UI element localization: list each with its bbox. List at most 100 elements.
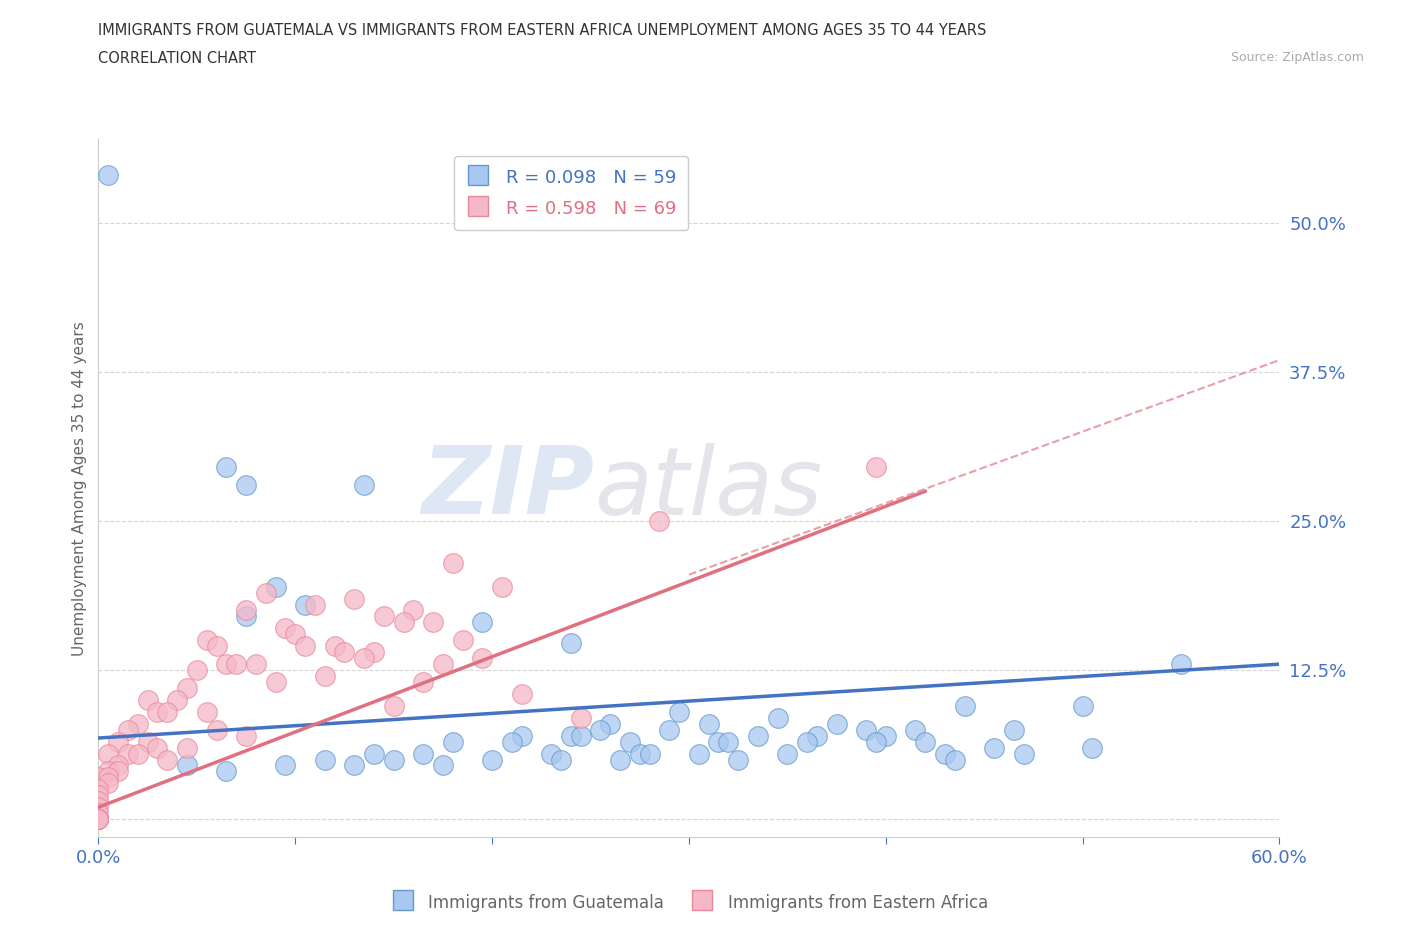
Point bbox=[747, 728, 769, 743]
Point bbox=[432, 657, 454, 671]
Point bbox=[136, 693, 159, 708]
Point bbox=[727, 752, 749, 767]
Point bbox=[323, 639, 346, 654]
Point bbox=[353, 478, 375, 493]
Point bbox=[117, 723, 139, 737]
Point bbox=[314, 669, 336, 684]
Point bbox=[569, 711, 592, 725]
Point bbox=[855, 723, 877, 737]
Point bbox=[363, 746, 385, 761]
Point bbox=[363, 644, 385, 659]
Point bbox=[491, 579, 513, 594]
Point bbox=[560, 635, 582, 650]
Legend: Immigrants from Guatemala, Immigrants from Eastern Africa: Immigrants from Guatemala, Immigrants fr… bbox=[384, 885, 994, 920]
Point bbox=[136, 734, 159, 749]
Point bbox=[412, 674, 434, 689]
Point bbox=[274, 621, 297, 636]
Point bbox=[560, 728, 582, 743]
Point bbox=[707, 734, 730, 749]
Point bbox=[87, 812, 110, 827]
Point bbox=[510, 686, 533, 701]
Point bbox=[235, 603, 257, 618]
Point bbox=[215, 764, 238, 778]
Point bbox=[156, 704, 179, 719]
Point bbox=[471, 615, 494, 630]
Point bbox=[117, 746, 139, 761]
Point bbox=[97, 167, 120, 182]
Point bbox=[215, 657, 238, 671]
Point bbox=[343, 591, 366, 606]
Point bbox=[432, 758, 454, 773]
Point bbox=[402, 603, 425, 618]
Point bbox=[97, 776, 120, 790]
Point bbox=[953, 698, 976, 713]
Point bbox=[382, 752, 405, 767]
Point bbox=[87, 782, 110, 797]
Point bbox=[215, 460, 238, 475]
Point bbox=[628, 746, 651, 761]
Point bbox=[245, 657, 267, 671]
Point bbox=[235, 728, 257, 743]
Point bbox=[471, 651, 494, 666]
Point bbox=[235, 609, 257, 624]
Point bbox=[550, 752, 572, 767]
Point bbox=[717, 734, 740, 749]
Point bbox=[943, 752, 966, 767]
Point bbox=[382, 698, 405, 713]
Point bbox=[875, 728, 897, 743]
Point bbox=[865, 460, 887, 475]
Point bbox=[451, 632, 474, 647]
Point bbox=[225, 657, 247, 671]
Point bbox=[195, 632, 218, 647]
Text: atlas: atlas bbox=[595, 443, 823, 534]
Point bbox=[658, 723, 681, 737]
Point bbox=[333, 644, 356, 659]
Point bbox=[87, 812, 110, 827]
Point bbox=[264, 579, 287, 594]
Point bbox=[107, 758, 129, 773]
Point bbox=[127, 746, 149, 761]
Point bbox=[166, 693, 188, 708]
Point bbox=[392, 615, 415, 630]
Point bbox=[97, 746, 120, 761]
Point bbox=[599, 716, 621, 731]
Point bbox=[87, 812, 110, 827]
Text: IMMIGRANTS FROM GUATEMALA VS IMMIGRANTS FROM EASTERN AFRICA UNEMPLOYMENT AMONG A: IMMIGRANTS FROM GUATEMALA VS IMMIGRANTS … bbox=[98, 23, 987, 38]
Point bbox=[205, 639, 228, 654]
Point bbox=[343, 758, 366, 773]
Point bbox=[254, 585, 277, 600]
Point bbox=[668, 704, 690, 719]
Point bbox=[697, 716, 720, 731]
Point bbox=[176, 681, 198, 696]
Point bbox=[235, 478, 257, 493]
Point bbox=[806, 728, 828, 743]
Point bbox=[1002, 723, 1025, 737]
Point bbox=[87, 800, 110, 815]
Point bbox=[195, 704, 218, 719]
Point bbox=[87, 812, 110, 827]
Point bbox=[648, 513, 671, 528]
Point bbox=[87, 812, 110, 827]
Point bbox=[314, 752, 336, 767]
Point bbox=[107, 734, 129, 749]
Point bbox=[97, 770, 120, 785]
Point bbox=[87, 788, 110, 803]
Point bbox=[422, 615, 444, 630]
Point bbox=[205, 723, 228, 737]
Text: ZIP: ZIP bbox=[422, 443, 595, 534]
Point bbox=[146, 740, 169, 755]
Point bbox=[776, 746, 799, 761]
Point bbox=[501, 734, 523, 749]
Point bbox=[294, 597, 316, 612]
Point bbox=[264, 674, 287, 689]
Point bbox=[97, 764, 120, 778]
Point bbox=[304, 597, 326, 612]
Point bbox=[1012, 746, 1035, 761]
Point bbox=[796, 734, 818, 749]
Point bbox=[589, 723, 612, 737]
Point bbox=[441, 734, 464, 749]
Point bbox=[176, 758, 198, 773]
Point bbox=[87, 770, 110, 785]
Point bbox=[353, 651, 375, 666]
Point bbox=[540, 746, 562, 761]
